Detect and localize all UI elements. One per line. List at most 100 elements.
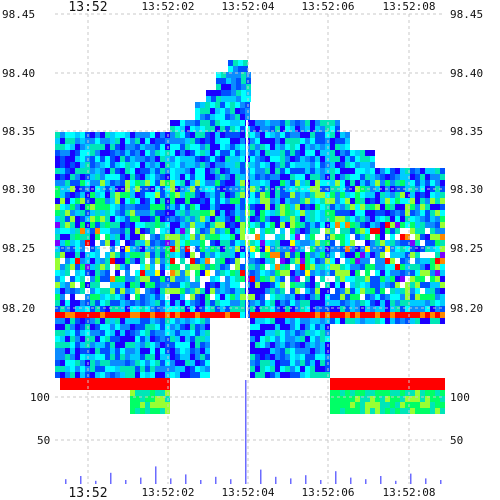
heat-cell [235, 246, 240, 252]
heat-cell [235, 252, 240, 258]
heat-cell [145, 156, 150, 162]
heat-cell [75, 138, 80, 144]
heat-cell [355, 282, 360, 288]
heat-cell [60, 324, 65, 330]
heat-cell [125, 168, 130, 174]
heat-cell [200, 366, 205, 372]
heat-cell [265, 336, 270, 342]
heat-cell [95, 372, 100, 378]
heat-cell [200, 258, 205, 264]
heat-cell [60, 210, 65, 216]
heat-cell [115, 198, 120, 204]
heat-cell [415, 210, 420, 216]
heat-cell [300, 312, 305, 318]
heat-cell [110, 174, 115, 180]
heat-cell [220, 240, 225, 246]
heat-cell [365, 288, 370, 294]
heat-cell [105, 336, 110, 342]
heat-cell [380, 288, 385, 294]
heat-cell [375, 234, 380, 240]
heat-cell [315, 138, 320, 144]
heat-cell [420, 402, 425, 408]
heat-cell [90, 132, 95, 138]
heat-cell [215, 198, 220, 204]
heat-cell [305, 204, 310, 210]
heat-cell [315, 222, 320, 228]
heat-cell [155, 300, 160, 306]
heat-cell [335, 288, 340, 294]
heat-cell [225, 168, 230, 174]
heat-cell [90, 354, 95, 360]
heat-cell [115, 312, 120, 318]
heat-cell [265, 138, 270, 144]
heat-cell [395, 282, 400, 288]
heat-cell [75, 228, 80, 234]
heat-cell [340, 252, 345, 258]
heat-cell [360, 396, 365, 402]
heat-cell [235, 168, 240, 174]
heat-cell [275, 120, 280, 126]
heat-cell [290, 132, 295, 138]
heat-cell [315, 282, 320, 288]
heat-cell [200, 342, 205, 348]
heat-cell [310, 258, 315, 264]
heat-cell [305, 228, 310, 234]
heat-cell [55, 216, 60, 222]
heat-cell [420, 234, 425, 240]
heat-cell [155, 156, 160, 162]
heat-cell [295, 246, 300, 252]
heat-cell [395, 180, 400, 186]
heat-cell [270, 270, 275, 276]
heat-cell [350, 180, 355, 186]
heat-cell [220, 210, 225, 216]
heat-cell [265, 270, 270, 276]
heat-cell [95, 234, 100, 240]
heat-cell [55, 318, 60, 324]
heat-cell [320, 366, 325, 372]
axis-labels: 13:52 13:52:02 13:52:04 13:52:06 13:52:0… [2, 0, 483, 500]
heat-cell [220, 180, 225, 186]
heat-cell [255, 366, 260, 372]
heat-cell [175, 366, 180, 372]
heat-cell [170, 162, 175, 168]
heat-cell [175, 210, 180, 216]
heat-cell [130, 222, 135, 228]
heat-cell [160, 132, 165, 138]
heat-cell [415, 222, 420, 228]
heat-cell [425, 300, 430, 306]
heat-cell [190, 252, 195, 258]
heat-cell [155, 240, 160, 246]
heat-cell [410, 246, 415, 252]
heat-cell [255, 360, 260, 366]
heat-cell [265, 300, 270, 306]
heat-cell [210, 252, 215, 258]
heat-cell [405, 258, 410, 264]
heat-cell [190, 282, 195, 288]
heat-cell [55, 138, 60, 144]
heat-cell [95, 264, 100, 270]
heat-cell [110, 210, 115, 216]
heat-cell [205, 234, 210, 240]
heat-cell [275, 252, 280, 258]
heat-cell [355, 264, 360, 270]
heat-cell [65, 162, 70, 168]
heat-cell [160, 330, 165, 336]
heat-cell [275, 348, 280, 354]
heat-cell [140, 270, 145, 276]
heat-cell [95, 258, 100, 264]
heat-cell [180, 168, 185, 174]
heat-cell [335, 222, 340, 228]
heat-cell [345, 300, 350, 306]
heat-cell [265, 342, 270, 348]
heat-cell [265, 306, 270, 312]
x-tick-label-bottom-0: 13:52 [68, 486, 107, 500]
heat-cell [310, 120, 315, 126]
heat-cell [235, 240, 240, 246]
heat-cell [55, 276, 60, 282]
heat-cell [175, 162, 180, 168]
heat-cell [115, 234, 120, 240]
volume-bar [365, 479, 367, 484]
heat-cell [395, 396, 400, 402]
heat-cell [290, 258, 295, 264]
